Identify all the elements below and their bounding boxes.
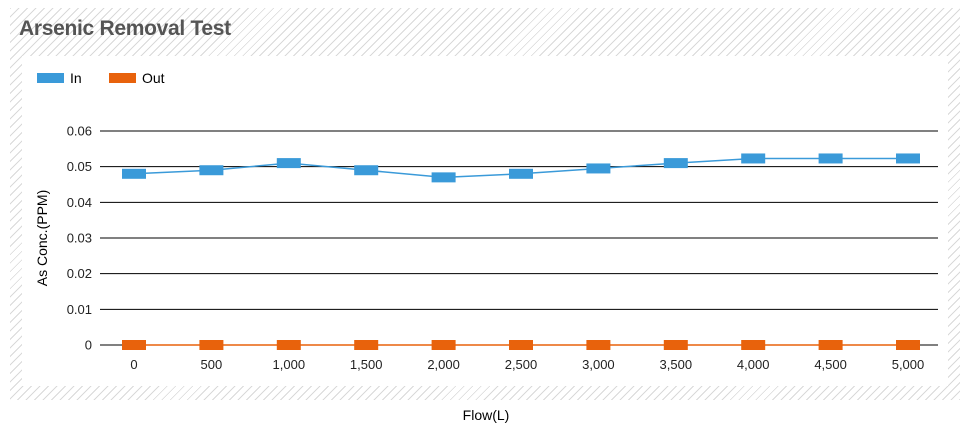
x-tick-label: 1,000 <box>273 357 306 372</box>
data-point-in <box>199 165 224 176</box>
y-tick-label: 0.05 <box>67 159 92 174</box>
chart-frame <box>10 8 960 400</box>
x-axis-label: Flow(L) <box>462 407 510 423</box>
legend-label-out: Out <box>142 70 165 86</box>
x-tick-label: 2,500 <box>505 357 538 372</box>
legend: In Out <box>37 70 165 86</box>
y-tick-label: 0 <box>85 338 92 353</box>
data-point-in <box>818 153 843 164</box>
data-point-in <box>431 172 456 183</box>
plot-panel <box>22 56 948 386</box>
data-point-out <box>431 340 456 350</box>
data-point-out <box>896 340 920 350</box>
data-point-out <box>663 340 688 350</box>
x-tick-label: 5,000 <box>892 357 925 372</box>
legend-swatch-in <box>37 73 64 83</box>
legend-label-in: In <box>70 70 82 86</box>
x-tick-label: 3,000 <box>582 357 615 372</box>
series-layer <box>122 153 920 350</box>
x-tick-label: 3,500 <box>660 357 693 372</box>
data-point-in <box>354 165 379 176</box>
y-axis-ticks: 0 0.01 0.02 0.03 0.04 0.05 0.06 <box>67 124 92 353</box>
data-point-in <box>276 158 301 169</box>
data-point-out <box>818 340 843 350</box>
x-tick-label: 0 <box>130 357 137 372</box>
data-point-in <box>509 168 533 179</box>
y-tick-label: 0.01 <box>67 302 92 317</box>
y-tick-label: 0.02 <box>67 266 92 281</box>
data-point-in <box>896 153 920 164</box>
legend-swatch-out <box>109 73 136 83</box>
data-point-in <box>741 153 766 164</box>
y-tick-label: 0.03 <box>67 231 92 246</box>
gridlines <box>100 130 938 346</box>
y-tick-label: 0.06 <box>67 124 92 139</box>
data-point-out <box>354 340 379 350</box>
y-tick-label: 0.04 <box>67 195 92 210</box>
x-tick-label: 4,500 <box>814 357 847 372</box>
x-tick-label: 500 <box>201 357 223 372</box>
data-point-out <box>122 340 146 350</box>
data-point-in <box>663 158 688 169</box>
data-point-out <box>199 340 224 350</box>
data-point-in <box>586 163 611 174</box>
data-point-out <box>586 340 611 350</box>
x-axis-ticks: 0 500 1,000 1,500 2,000 2,500 3,000 3,500 4,000 4… <box>130 357 924 372</box>
x-tick-label: 4,000 <box>737 357 770 372</box>
x-tick-label: 1,500 <box>350 357 383 372</box>
data-point-out <box>276 340 301 350</box>
data-point-in <box>122 168 146 179</box>
x-tick-label: 2,000 <box>427 357 460 372</box>
y-axis-label: As Conc.(PPM) <box>34 190 50 286</box>
chart-title: Arsenic Removal Test <box>19 17 231 40</box>
data-point-out <box>509 340 533 350</box>
data-point-out <box>741 340 766 350</box>
